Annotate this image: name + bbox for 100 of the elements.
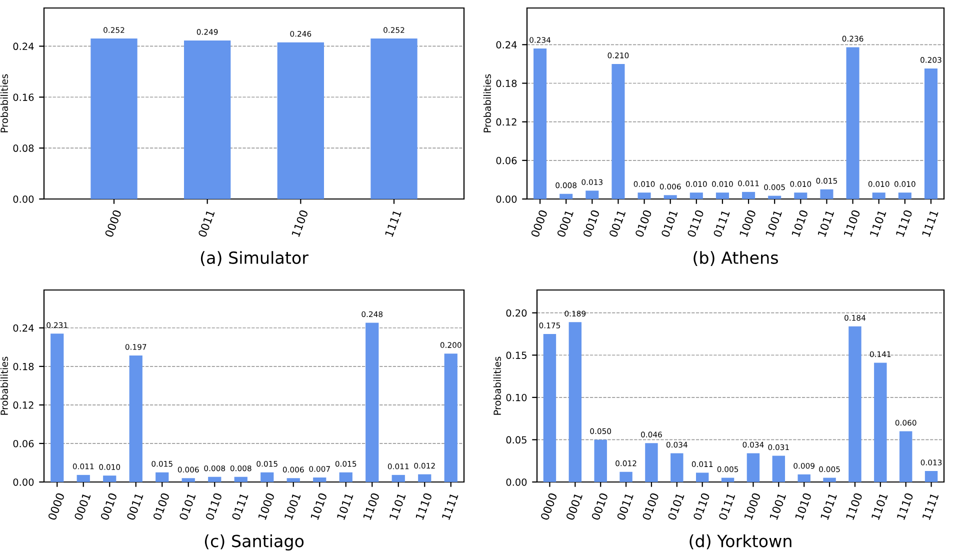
x-tick-label: 0100 — [634, 209, 652, 238]
x-tick-label: 1111 — [442, 492, 458, 520]
bar — [899, 431, 912, 482]
bar — [721, 478, 734, 482]
bar — [846, 47, 860, 199]
bar — [444, 354, 458, 482]
text: (b) Athens — [694, 251, 778, 266]
bar — [560, 194, 573, 199]
x-tick-label: 0011 — [608, 210, 626, 238]
bar — [798, 474, 810, 482]
x-tick-label: 0111 — [231, 492, 248, 521]
x-tick-label: 1011 — [820, 492, 838, 520]
y-tick-label: 0.20 — [506, 309, 527, 317]
bar — [586, 190, 599, 199]
x-tick-label: 1110 — [896, 209, 913, 238]
bar — [768, 196, 782, 199]
bar — [794, 192, 808, 199]
x-tick-label: 1110 — [896, 492, 914, 520]
x-tick-label: 0010 — [591, 492, 608, 521]
bar — [772, 456, 786, 482]
y-tick-label: 0.24 — [13, 324, 34, 332]
x-tick-label: 0101 — [667, 492, 684, 521]
x-tick-label: 1000 — [258, 492, 275, 520]
x-tick-label: 0010 — [100, 492, 118, 521]
x-tick-label: 1110 — [415, 492, 432, 520]
y-tick-label: 0.12 — [496, 118, 516, 126]
x-tick-label: 1111 — [922, 492, 939, 520]
x-tick-label: 1001 — [765, 210, 782, 238]
bar — [746, 453, 760, 482]
bar — [874, 362, 887, 482]
bar — [156, 472, 169, 482]
y-axis-title: Probabilities — [483, 74, 491, 132]
bar — [103, 476, 116, 482]
bar — [313, 478, 326, 482]
bar — [594, 440, 607, 482]
y-tick-label: 0.24 — [496, 41, 517, 48]
bar — [638, 192, 651, 199]
x-tick-label: 1111 — [922, 210, 938, 238]
bar — [392, 474, 405, 482]
bar — [924, 471, 938, 482]
x-tick-label: 1001 — [284, 492, 301, 520]
bar — [543, 334, 556, 482]
y-axis-title: Probabilities — [0, 356, 8, 415]
y-tick-label: 0.18 — [13, 362, 34, 370]
x-tick-label: 1100 — [291, 209, 308, 238]
x-tick-label: 1000 — [739, 209, 756, 238]
x-tick-label: 0000 — [104, 209, 122, 238]
text: (a) Simulator — [200, 251, 308, 266]
x-tick-label: 1010 — [791, 209, 808, 238]
x-tick-label: 0001 — [566, 492, 583, 521]
bar — [872, 192, 886, 199]
x-tick-label: 0110 — [205, 492, 222, 521]
x-tick-label: 0011 — [198, 210, 215, 238]
y-tick-label: 0.00 — [13, 195, 34, 203]
x-tick-label: 1000 — [744, 492, 761, 520]
y-tick-label: 0.08 — [13, 144, 34, 152]
y-axis-title: Probabilities — [493, 356, 501, 415]
x-tick-label: 1111 — [384, 210, 402, 238]
y-tick-label: 0.00 — [13, 478, 34, 486]
x-tick-label: 1010 — [794, 492, 812, 520]
bar — [848, 326, 862, 482]
bar — [129, 356, 142, 482]
bar — [534, 48, 547, 199]
bar — [208, 476, 222, 482]
x-tick-label: 0111 — [713, 210, 730, 238]
x-tick-label: 1100 — [843, 209, 860, 238]
x-tick-label: 1001 — [769, 492, 786, 520]
text: (c) Santiago — [204, 534, 304, 551]
bar — [50, 334, 64, 482]
x-tick-label: 0001 — [556, 210, 574, 238]
y-tick-label: 0.00 — [506, 478, 527, 486]
bar — [182, 478, 195, 482]
bar — [742, 192, 756, 199]
bar — [620, 472, 632, 482]
x-tick-label: 0110 — [692, 492, 710, 521]
bar — [612, 64, 625, 199]
bar — [645, 443, 658, 482]
text: (d) Yorktown — [690, 534, 792, 550]
x-tick-label: 0101 — [178, 492, 196, 521]
y-tick-label: 0.10 — [506, 394, 527, 402]
y-axis-title: Probabilities — [0, 74, 8, 132]
x-tick-label: 0000 — [530, 209, 548, 238]
x-tick-label: 1101 — [871, 492, 888, 520]
bar — [898, 192, 912, 199]
x-tick-label: 1101 — [870, 210, 886, 238]
bar — [823, 478, 836, 482]
y-tick-label: 0.06 — [13, 440, 34, 448]
bar — [568, 322, 582, 482]
x-tick-label: 1011 — [336, 492, 354, 520]
bar — [366, 322, 379, 482]
x-tick-label: 0110 — [686, 209, 704, 238]
bar — [286, 478, 300, 482]
x-tick-label: 0010 — [582, 209, 600, 238]
x-tick-label: 0001 — [74, 492, 91, 521]
bar — [716, 192, 729, 199]
bar — [418, 474, 432, 482]
x-tick-label: 0011 — [126, 492, 144, 521]
y-tick-label: 0.15 — [506, 352, 526, 359]
x-tick-label: 0101 — [660, 210, 678, 238]
bar — [696, 472, 709, 482]
